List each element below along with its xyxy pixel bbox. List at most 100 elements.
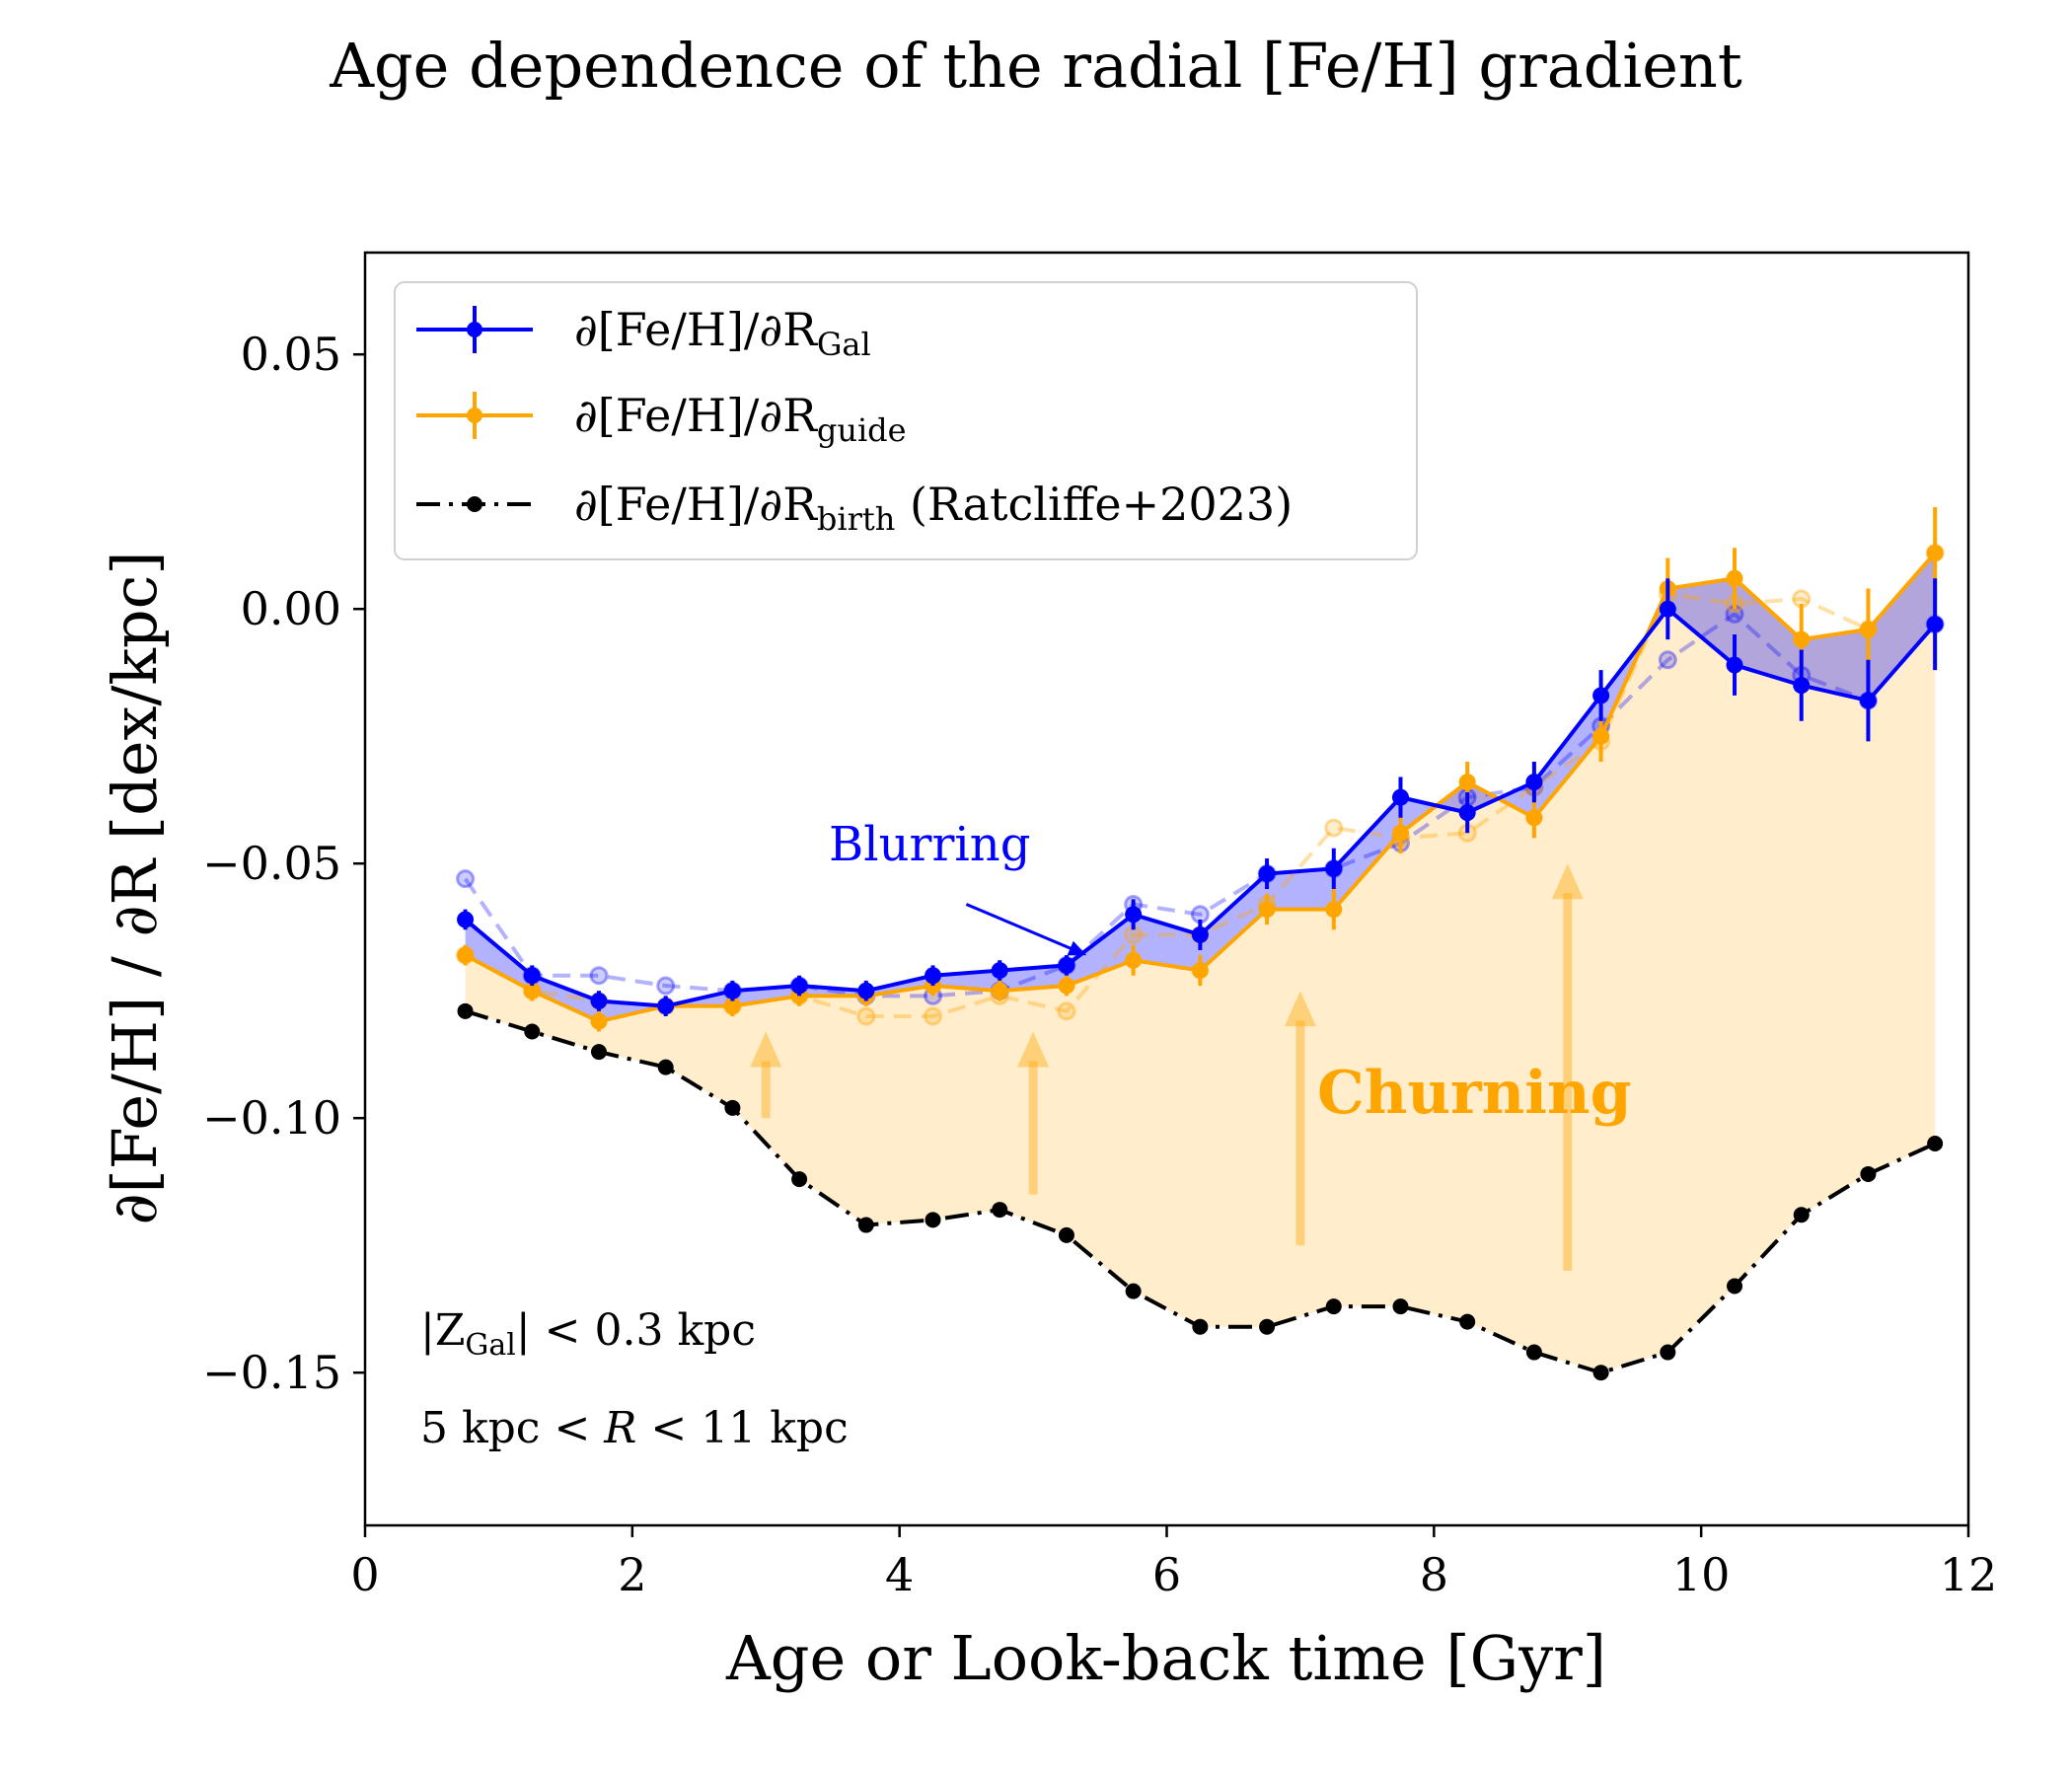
birth-point: [1525, 1344, 1542, 1361]
y-axis-ticks: 0.05 0.00 −0.05 −0.10 −0.15: [202, 328, 365, 1399]
note-r-var: R: [603, 1403, 636, 1453]
gal-point: [1191, 925, 1209, 943]
gal-point: [790, 977, 808, 995]
guide-point: [1926, 544, 1944, 561]
birth-point: [590, 1044, 607, 1061]
guide-point: [1726, 569, 1743, 587]
guide-point: [1191, 962, 1209, 980]
x-axis-ticks: 0 2 4 6 8 10 12: [350, 1525, 1997, 1601]
churning-arrowhead-0: [750, 1031, 782, 1068]
y-axis-label: ∂[Fe/H] / ∂R [dex/kpc]: [99, 551, 171, 1224]
gal-point: [657, 998, 675, 1015]
note-z-subscript: Gal: [465, 1328, 515, 1363]
gal-point: [1325, 859, 1343, 877]
gal-point: [1793, 677, 1811, 695]
guide-point: [590, 1012, 608, 1030]
legend-gal-subscript: Gal: [817, 326, 871, 363]
gal-point: [590, 993, 608, 1010]
guide-point: [723, 998, 741, 1015]
guide-point: [1258, 901, 1276, 919]
x-axis-label: Age or Look-back time [Gyr]: [725, 1622, 1606, 1694]
legend-box: [394, 281, 1418, 560]
churning-fill: [465, 553, 1936, 1373]
guide-faded-point: [856, 1006, 876, 1026]
note-z-pre: |Z: [420, 1305, 465, 1356]
birth-point: [1125, 1283, 1142, 1299]
legend-guide-label: ∂[Fe/H]/∂R: [574, 389, 818, 442]
gal-faded-point: [656, 976, 676, 996]
svg-text:5 kpc < R < 11 kpc: 5 kpc < R < 11 kpc: [420, 1403, 849, 1453]
gal-point: [1926, 616, 1944, 633]
gal-point: [1125, 906, 1143, 924]
blurring-arrowhead: [1067, 940, 1087, 956]
gap-fills: [465, 553, 1936, 1373]
gal-point: [523, 967, 541, 985]
x-tick-label: 4: [885, 1548, 914, 1601]
gal-faded-point: [589, 966, 609, 986]
guide-point: [1125, 951, 1143, 969]
gal-point: [723, 982, 741, 999]
gal-point: [991, 962, 1008, 980]
guide-point: [1325, 901, 1343, 919]
legend-gal-label: ∂[Fe/H]/∂R: [574, 303, 818, 356]
y-tick-label: −0.15: [202, 1346, 341, 1399]
x-tick-label: 12: [1940, 1548, 1998, 1601]
guide-point: [1058, 977, 1075, 995]
birth-point: [457, 1002, 474, 1019]
legend-birth-marker: [467, 496, 482, 512]
birth-point: [1860, 1165, 1877, 1182]
gal-faded-point: [1658, 650, 1677, 670]
x-tick-label: 10: [1672, 1548, 1731, 1601]
birth-point: [724, 1099, 741, 1116]
legend-entry-guide: ∂[Fe/H]/∂Rguide: [416, 389, 907, 449]
series-layer: [456, 507, 1945, 1381]
chart-title: Age dependence of the radial [Fe/H] grad…: [329, 30, 1742, 102]
guide-faded-point: [1324, 818, 1344, 838]
churning-arrowhead-3: [1551, 863, 1584, 900]
gal-point: [1258, 865, 1276, 883]
birth-point: [1793, 1207, 1810, 1223]
legend: ∂[Fe/H]/∂RGal ∂[Fe/H]/∂Rguide ∂[Fe/H]/∂R…: [394, 281, 1418, 560]
gal-point: [1458, 804, 1476, 822]
note-z-post: | < 0.3 kpc: [516, 1305, 756, 1356]
gal-point: [457, 911, 475, 928]
gal-point: [1726, 656, 1743, 674]
svg-text:|ZGal| < 0.3 kpc: |ZGal| < 0.3 kpc: [420, 1305, 756, 1363]
birth-point: [1927, 1136, 1944, 1151]
churning-arrowhead-1: [1017, 1031, 1050, 1068]
churning-arrows: [750, 863, 1584, 1271]
legend-birth-label: ∂[Fe/H]/∂R: [574, 478, 818, 531]
legend-entry-birth: ∂[Fe/H]/∂Rbirth (Ratcliffe+2023): [416, 478, 1293, 538]
gal-point: [1659, 600, 1676, 618]
birth-point: [524, 1023, 541, 1040]
guide-point: [1859, 621, 1877, 638]
guide-point: [457, 946, 475, 964]
gal-point: [925, 967, 942, 985]
svg-text:∂[Fe/H]/∂RGal: ∂[Fe/H]/∂RGal: [574, 303, 871, 363]
y-tick-label: 0.00: [241, 582, 341, 635]
churning-label: Churning: [1317, 1059, 1632, 1128]
gal-point: [1058, 956, 1075, 974]
birth-point: [1259, 1318, 1276, 1335]
legend-birth-suffix: (Ratcliffe+2023): [895, 478, 1293, 531]
birth-point: [857, 1217, 874, 1233]
legend-birth-subscript: birth: [817, 500, 895, 538]
gal-point: [1391, 788, 1409, 806]
birth-point: [791, 1171, 808, 1188]
legend-entry-gal: ∂[Fe/H]/∂RGal: [416, 303, 871, 363]
svg-text:∂[Fe/H]/∂Rguide: ∂[Fe/H]/∂Rguide: [574, 389, 907, 449]
birth-point: [1459, 1313, 1476, 1330]
birth-point: [1058, 1226, 1074, 1243]
guide-point: [1525, 809, 1543, 827]
birth-point: [1592, 1365, 1609, 1381]
gal-point: [1859, 692, 1877, 709]
x-tick-label: 2: [618, 1548, 646, 1601]
gal-point: [1592, 687, 1610, 704]
guide-faded-point: [924, 1006, 943, 1026]
y-tick-label: 0.05: [241, 328, 341, 381]
birth-point: [1325, 1298, 1342, 1315]
guide-point: [1391, 824, 1409, 842]
note-r-post: < 11 kpc: [636, 1403, 848, 1453]
y-tick-label: −0.10: [202, 1091, 341, 1145]
